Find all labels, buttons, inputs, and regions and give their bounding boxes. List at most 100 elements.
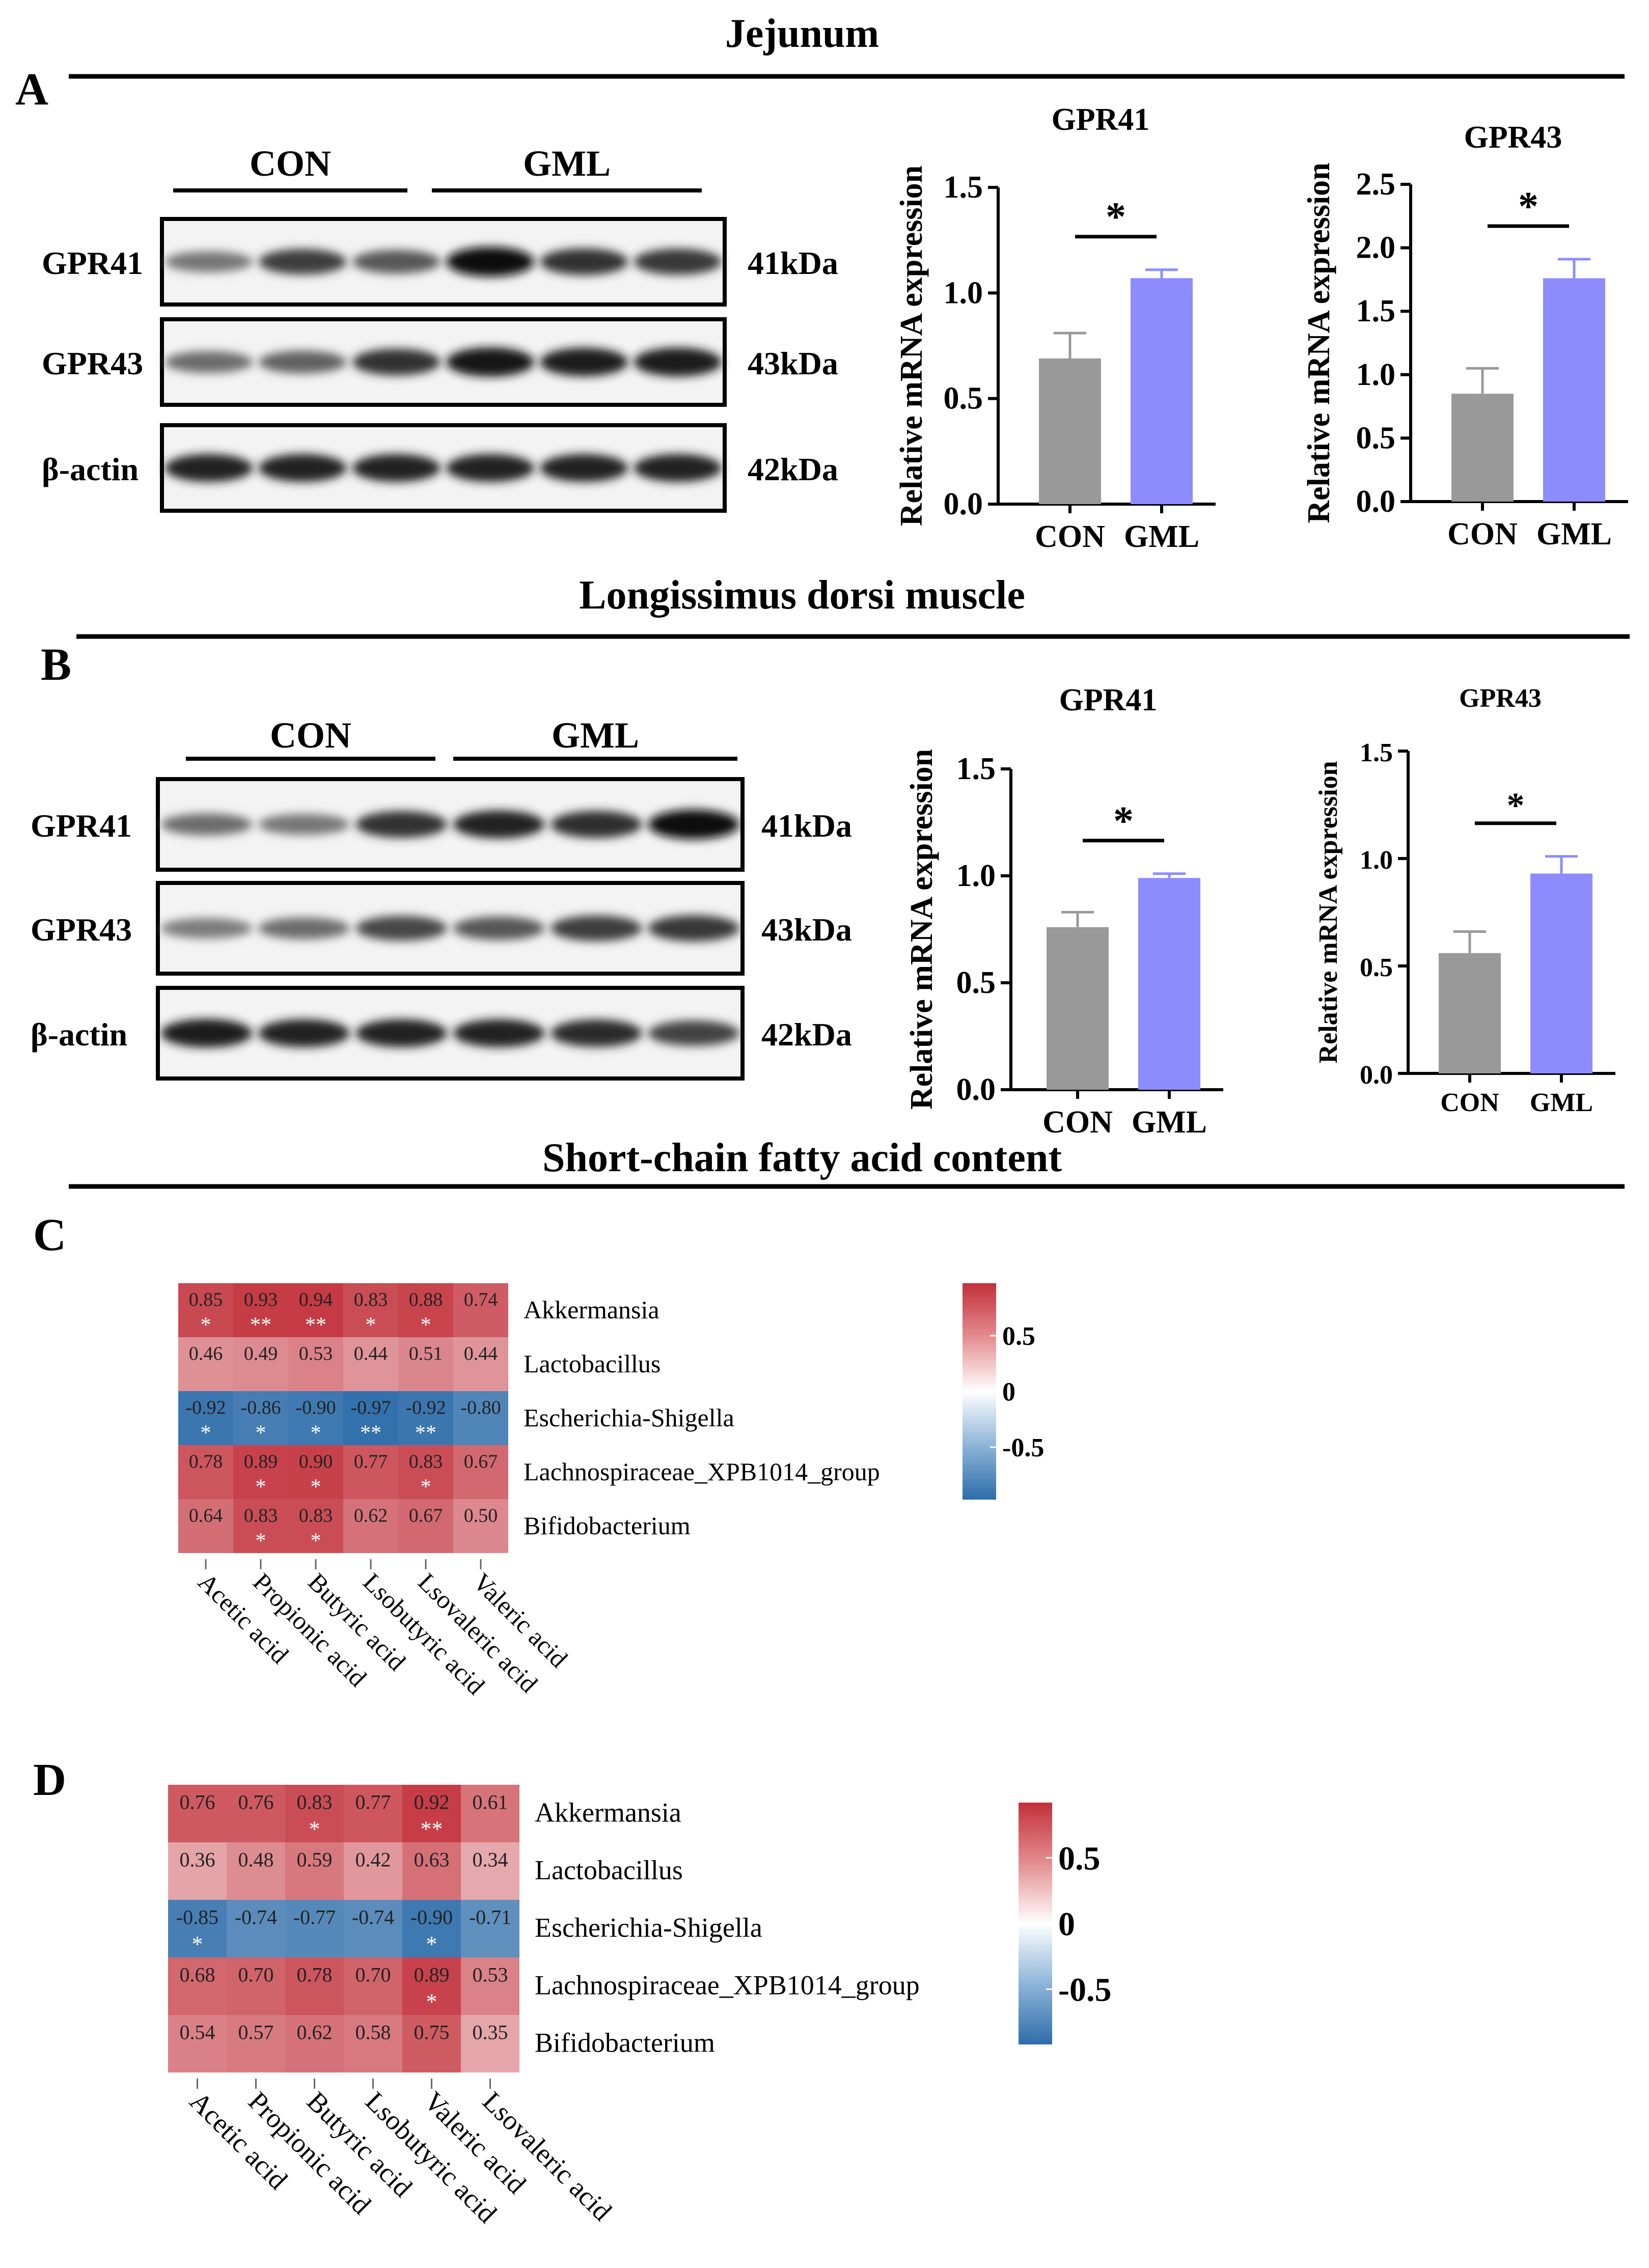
cell-value-label: 0.62 [297,2021,333,2043]
heatmap-cell [288,1499,343,1553]
heatmap-cell [343,1445,398,1499]
heatmap-row-label: Lachnospiraceae_XPB1014_group [535,1970,920,2001]
protein-band [540,454,628,482]
significance-star: * [256,1529,266,1553]
heatmap-c: 0.85*0.93**0.94**0.83*0.88*0.740.46 0.49 0… [178,1283,1044,1700]
heatmap-row-label: Lachnospiraceae_XPB1014_group [524,1457,880,1486]
y-tick-label: 1.0 [956,859,996,893]
heatmap-cell [398,1391,453,1445]
cell-value-label: 0.44 [464,1343,498,1365]
x-tick-label: CON [1440,1088,1499,1117]
heatmap-cell [453,1337,508,1391]
protein-band [258,248,347,275]
y-axis-label: Relative mRNA expression [904,749,939,1110]
bar-gml [1530,873,1592,1073]
cell-value-label: 0.88 [409,1289,443,1311]
cell-value-label: 0.70 [238,1963,274,1986]
heatmap-cell [453,1283,508,1337]
significance-star: * [201,1313,211,1337]
heatmap-cell [285,1842,344,1900]
cell-value-label: 0.34 [473,1848,508,1871]
heatmap-cell [402,1900,461,1957]
protein-band [352,454,441,482]
cell-value-label: 0.54 [180,2021,215,2043]
protein-band [352,250,441,274]
colorbar-tick-label: -0.5 [1002,1433,1044,1462]
heatmap-cell [461,1957,519,2015]
molecular-weight-label: 42kDa [748,451,838,487]
significance-star: * [426,1989,437,2014]
protein-band [160,813,253,836]
cell-value-label: 0.83 [297,1790,333,1813]
protein-band [160,1019,253,1047]
significance-star: ** [360,1421,381,1445]
heatmap-cell [227,1900,285,1957]
protein-band [453,916,545,941]
western-blot-jejunum: CON GML GPR41 41kDa GPR43 43kDa β-actin 42kDa [42,143,838,513]
cell-value-label: 0.76 [180,1790,215,1813]
x-tick-label: GML [1124,519,1199,554]
molecular-weight-label: 43kDa [748,345,838,381]
heatmap-cell [178,1445,233,1499]
protein-band [453,1019,545,1047]
heatmap-cell [402,1842,461,1900]
heatmap-row-label: Lactobacillus [524,1349,661,1378]
panel-letter-a: A [15,64,48,115]
cell-value-label: 0.42 [355,1848,391,1871]
cell-value-label: 0.92 [414,1790,450,1813]
protein-band [648,1020,740,1046]
significance-star: ** [415,1421,436,1445]
protein-band [453,810,545,839]
cell-value-label: -0.92 [185,1397,226,1419]
y-tick-label: 0.5 [944,381,983,416]
blot-frame [160,317,727,407]
cell-value-label: 0.78 [189,1451,223,1473]
x-tick-label: GML [1530,1088,1593,1117]
heatmap-cell [402,1785,461,1842]
heatmap-cell [168,1900,227,1957]
bar-chart-b-gpr41: GPR41 0.0 0.5 1.0 1.5 Relative mRNA expressio… [904,683,1223,1140]
heatmap-cell [233,1499,288,1553]
colorbar-tick-label: 0 [1058,1906,1075,1943]
cell-value-label: 0.83 [409,1451,443,1473]
y-tick-label: 1.5 [944,170,983,205]
cell-value-label: 0.83 [354,1289,388,1311]
heatmap-cell [227,1785,285,1842]
heatmap-cell [168,1957,227,2015]
cell-value-label: -0.92 [405,1397,446,1419]
heatmap-cell [344,1957,402,2015]
heatmap-cell [285,1785,344,1842]
heatmap-cell [461,2015,519,2072]
heatmap-cell [288,1283,343,1337]
cell-value-label: 0.85 [189,1289,223,1311]
heatmap-row-label: Bifidobacterium [535,2028,715,2058]
cell-value-label: 0.76 [238,1790,274,1813]
heatmap-cell [285,1957,344,2015]
heatmap-cell [227,1842,285,1900]
y-tick-label: 0.0 [1360,1061,1393,1090]
heatmap-cell [461,1842,519,1900]
cell-value-label: 0.74 [464,1289,498,1311]
heatmap-row-label: Akkermansia [535,1797,681,1828]
blot-row-label: GPR41 [42,245,143,281]
cell-value-label: 0.53 [299,1343,333,1365]
cell-value-label: 0.62 [354,1505,388,1527]
blot-frame [156,881,745,976]
heatmap-cell [178,1337,233,1391]
cell-value-label: -0.74 [235,1905,277,1928]
molecular-weight-label: 41kDa [748,245,838,281]
section-c-title: Short-chain fatty acid content [542,1136,1062,1180]
heatmap-cell [343,1499,398,1553]
bar-gml [1138,878,1200,1090]
protein-band [634,347,722,377]
protein-band [634,248,722,275]
heatmap-cell [178,1391,233,1445]
heatmap-row-label: Akkermansia [524,1295,659,1324]
blot-row-label: GPR43 [31,911,132,948]
y-tick-label: 0.5 [956,965,996,1000]
significance-star: * [192,1932,203,1957]
bar-chart-a-gpr41: GPR41 0.0 0.5 1.0 1.5 Relative mRNA expressio… [894,102,1216,554]
y-tick-label: 1.0 [1360,846,1393,875]
significance-star: * [201,1421,211,1445]
